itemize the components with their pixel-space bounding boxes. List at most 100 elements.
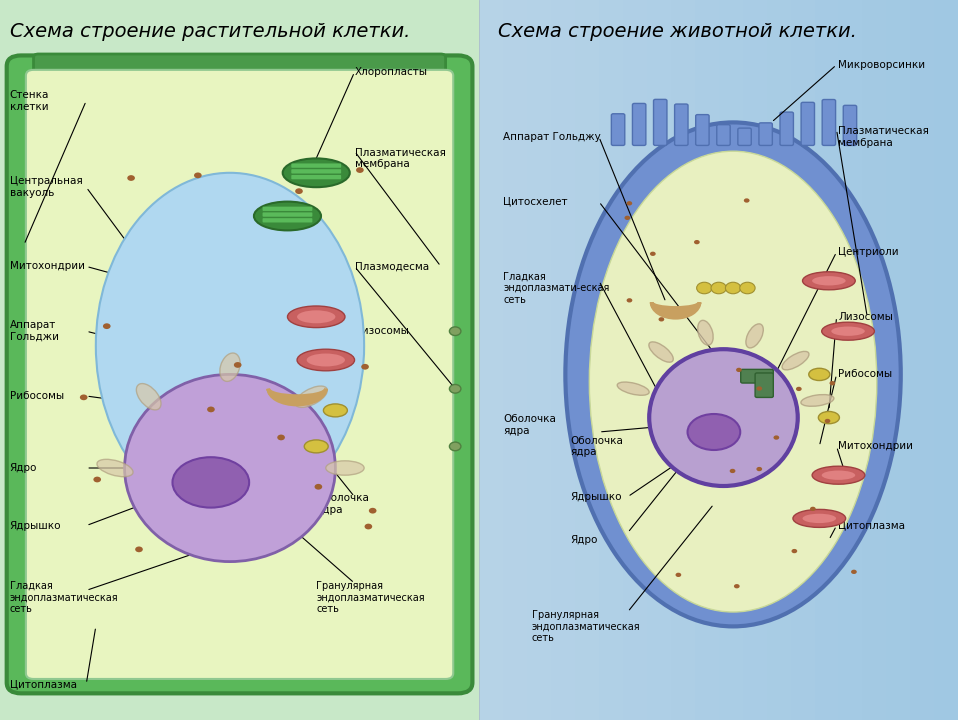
Circle shape xyxy=(726,282,741,294)
Ellipse shape xyxy=(220,353,240,382)
FancyBboxPatch shape xyxy=(527,0,551,720)
Circle shape xyxy=(627,298,633,302)
FancyBboxPatch shape xyxy=(262,218,312,222)
Ellipse shape xyxy=(296,386,327,408)
Text: Гранулярная
эндоплазматическая
сеть: Гранулярная эндоплазматическая сеть xyxy=(316,581,425,614)
Ellipse shape xyxy=(687,414,740,450)
Text: Цитоплазма: Цитоплазма xyxy=(10,679,77,689)
FancyBboxPatch shape xyxy=(291,163,341,168)
FancyBboxPatch shape xyxy=(756,373,774,397)
FancyBboxPatch shape xyxy=(34,54,445,83)
Text: Аппарат
Гольджи: Аппарат Гольджи xyxy=(10,320,59,342)
Circle shape xyxy=(365,523,372,529)
FancyBboxPatch shape xyxy=(696,114,709,145)
Text: Рибосомы: Рибосомы xyxy=(838,369,893,379)
Circle shape xyxy=(659,318,664,322)
Circle shape xyxy=(736,368,742,372)
Ellipse shape xyxy=(649,342,673,362)
Circle shape xyxy=(756,387,762,391)
Circle shape xyxy=(796,387,802,391)
FancyBboxPatch shape xyxy=(612,114,625,145)
Circle shape xyxy=(103,323,110,329)
Ellipse shape xyxy=(801,395,834,406)
Ellipse shape xyxy=(808,368,829,380)
Ellipse shape xyxy=(782,351,809,370)
FancyBboxPatch shape xyxy=(886,0,910,720)
Ellipse shape xyxy=(297,349,354,371)
Circle shape xyxy=(829,381,835,385)
FancyBboxPatch shape xyxy=(599,0,623,720)
Ellipse shape xyxy=(96,173,364,518)
Circle shape xyxy=(194,173,202,179)
Circle shape xyxy=(356,167,364,173)
Ellipse shape xyxy=(97,459,133,477)
Circle shape xyxy=(810,507,816,511)
Circle shape xyxy=(825,419,830,423)
Text: Ядрышко: Ядрышко xyxy=(570,492,622,502)
Ellipse shape xyxy=(324,404,348,417)
Circle shape xyxy=(449,327,461,336)
Ellipse shape xyxy=(287,306,345,328)
Text: Лизосомы: Лизосомы xyxy=(354,326,409,336)
Circle shape xyxy=(791,549,797,553)
Circle shape xyxy=(207,407,215,413)
FancyBboxPatch shape xyxy=(654,99,667,145)
Ellipse shape xyxy=(589,151,876,612)
Text: Митохондрии: Митохондрии xyxy=(838,441,914,451)
Text: Лизосомы: Лизосомы xyxy=(838,312,894,322)
Circle shape xyxy=(449,384,461,393)
Ellipse shape xyxy=(649,349,798,486)
FancyBboxPatch shape xyxy=(719,0,743,720)
Ellipse shape xyxy=(565,122,900,626)
Circle shape xyxy=(734,584,739,588)
FancyBboxPatch shape xyxy=(910,0,934,720)
Ellipse shape xyxy=(803,514,836,523)
Text: Центриоли: Центриоли xyxy=(838,247,900,257)
Circle shape xyxy=(315,484,323,490)
Ellipse shape xyxy=(822,323,875,341)
FancyBboxPatch shape xyxy=(7,55,472,693)
Circle shape xyxy=(694,240,700,244)
FancyBboxPatch shape xyxy=(503,0,527,720)
Circle shape xyxy=(627,201,633,205)
Text: Цитоплазма: Цитоплазма xyxy=(838,521,905,531)
Circle shape xyxy=(711,282,727,294)
FancyBboxPatch shape xyxy=(759,123,773,145)
Text: Плазматическая
мембрана: Плазматическая мембрана xyxy=(354,148,445,169)
Ellipse shape xyxy=(812,276,846,286)
Circle shape xyxy=(650,251,656,256)
Circle shape xyxy=(369,508,376,513)
Circle shape xyxy=(295,189,302,194)
FancyBboxPatch shape xyxy=(671,0,695,720)
Text: Плазмодесма: Плазмодесма xyxy=(354,261,429,271)
Text: Гладкая
эндоплазмати-еская
сеть: Гладкая эндоплазмати-еская сеть xyxy=(503,271,610,305)
Circle shape xyxy=(277,435,285,441)
FancyBboxPatch shape xyxy=(934,0,958,720)
Text: Рибосомы: Рибосомы xyxy=(10,391,63,401)
Circle shape xyxy=(361,364,369,369)
Circle shape xyxy=(730,469,735,473)
Ellipse shape xyxy=(812,467,865,484)
Text: Стенка
клетки: Стенка клетки xyxy=(10,90,49,112)
Ellipse shape xyxy=(297,310,335,323)
Text: Оболочка
ядра: Оболочка ядра xyxy=(316,493,369,515)
Ellipse shape xyxy=(282,158,349,187)
FancyBboxPatch shape xyxy=(814,0,838,720)
Text: Хлоропласты: Хлоропласты xyxy=(354,67,427,77)
Ellipse shape xyxy=(803,272,855,290)
FancyBboxPatch shape xyxy=(801,102,814,145)
FancyBboxPatch shape xyxy=(717,125,731,145)
Circle shape xyxy=(135,546,143,552)
FancyBboxPatch shape xyxy=(695,0,719,720)
FancyBboxPatch shape xyxy=(623,0,647,720)
Text: Ядро: Ядро xyxy=(570,535,597,545)
Text: Оболочка
ядра: Оболочка ядра xyxy=(570,436,623,457)
FancyBboxPatch shape xyxy=(862,0,886,720)
FancyBboxPatch shape xyxy=(262,212,312,217)
FancyBboxPatch shape xyxy=(291,169,341,174)
Text: Цитосхелет: Цитосхелет xyxy=(503,197,567,207)
Text: Схема строение животной клетки.: Схема строение животной клетки. xyxy=(498,22,857,40)
Text: Оболочка
ядра: Оболочка ядра xyxy=(503,414,556,436)
Ellipse shape xyxy=(325,461,364,475)
Ellipse shape xyxy=(822,471,855,480)
